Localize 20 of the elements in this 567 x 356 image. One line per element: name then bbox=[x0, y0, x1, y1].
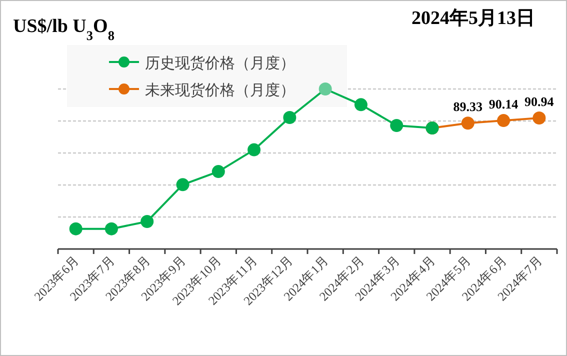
point bbox=[212, 165, 225, 178]
point bbox=[532, 111, 546, 124]
point bbox=[69, 222, 82, 236]
data-label: 90.94 bbox=[524, 94, 554, 109]
chart-title: US$/lb U$_{3}$O$_{8}$ bbox=[13, 16, 115, 42]
legend-label: 未来现货价格（月度） bbox=[145, 81, 295, 99]
point bbox=[248, 143, 261, 156]
point bbox=[461, 116, 474, 130]
point bbox=[497, 114, 510, 128]
point bbox=[283, 110, 296, 124]
data-label: 89.33 bbox=[453, 99, 484, 114]
point bbox=[104, 222, 118, 236]
point bbox=[318, 82, 332, 96]
point bbox=[140, 214, 154, 228]
point bbox=[176, 178, 190, 192]
chart-subtitle: 2024年5月13日 bbox=[412, 8, 535, 29]
point bbox=[354, 98, 368, 112]
point bbox=[390, 118, 404, 132]
legend-label: 历史现货价格（月度） bbox=[145, 54, 295, 72]
data-label: 90.14 bbox=[488, 96, 519, 112]
